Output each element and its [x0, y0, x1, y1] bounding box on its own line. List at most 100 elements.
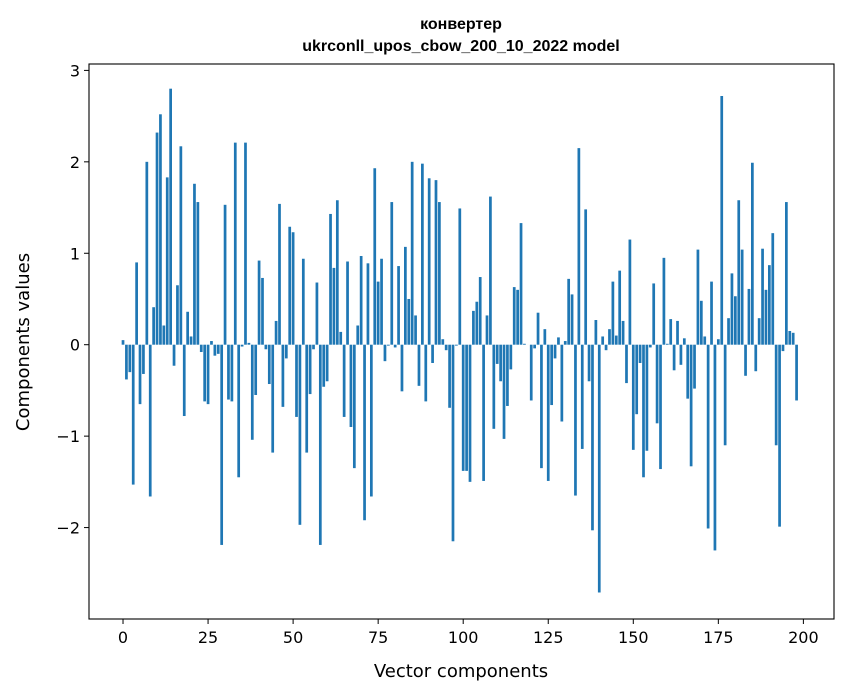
- bar: [686, 344, 690, 399]
- bar: [257, 260, 261, 345]
- bar: [693, 344, 696, 389]
- bar: [206, 344, 210, 405]
- bar: [404, 246, 407, 345]
- bar: [560, 344, 564, 422]
- bar: [438, 202, 441, 345]
- bar: [254, 344, 258, 395]
- bar: [785, 202, 788, 345]
- bar: [298, 344, 302, 525]
- bar: [703, 336, 707, 345]
- bar: [159, 114, 162, 345]
- bar: [155, 132, 159, 345]
- x-axis-ticks: 0 25 50 75 100 125 150 175 200: [118, 619, 819, 647]
- y-axis-label: Components values: [13, 253, 34, 431]
- bar: [393, 344, 397, 348]
- bar: [563, 341, 567, 345]
- bar: [747, 288, 751, 345]
- bar: [182, 344, 186, 417]
- bar: [733, 296, 737, 345]
- bar: [665, 343, 669, 345]
- bar: [625, 344, 628, 384]
- bar: [519, 223, 523, 345]
- bar: [754, 344, 758, 372]
- bar: [244, 142, 247, 345]
- bar: [165, 177, 169, 345]
- bar: [284, 344, 288, 359]
- bar: [774, 344, 778, 446]
- bar: [295, 344, 298, 417]
- bar: [189, 336, 193, 345]
- bar: [373, 168, 377, 345]
- bar: [352, 344, 356, 469]
- bar: [131, 344, 135, 485]
- x-tick-label: 200: [788, 628, 819, 647]
- y-tick-label: 1: [70, 244, 80, 263]
- bar: [676, 320, 679, 345]
- x-tick-label: 175: [703, 628, 734, 647]
- bar: [577, 148, 581, 345]
- plot-frame: [88, 63, 835, 620]
- bar: [176, 285, 179, 345]
- bar: [740, 249, 744, 345]
- bar: [346, 261, 349, 345]
- bar: [710, 281, 713, 345]
- bar: [723, 344, 727, 446]
- bar: [288, 226, 292, 345]
- bar: [472, 310, 475, 345]
- bar: [247, 342, 251, 345]
- bar: [621, 320, 625, 345]
- bar: [434, 180, 438, 345]
- bar: [659, 344, 662, 470]
- bar: [417, 344, 421, 386]
- y-tick-label: −2: [56, 519, 80, 538]
- bar: [271, 344, 275, 453]
- bar: [618, 270, 622, 345]
- bar: [509, 344, 513, 370]
- bar: [315, 282, 319, 345]
- bar: [689, 344, 693, 467]
- bar: [267, 344, 271, 385]
- bar: [737, 200, 741, 345]
- bar: [764, 289, 768, 345]
- bar: [502, 344, 506, 439]
- bar: [499, 344, 502, 382]
- bar: [594, 320, 598, 345]
- bar: [424, 344, 428, 402]
- bar: [495, 344, 499, 364]
- bar: [529, 344, 533, 401]
- bar: [512, 287, 516, 345]
- x-tick-label: 150: [618, 628, 649, 647]
- bar: [444, 344, 448, 351]
- x-tick-label: 50: [283, 628, 303, 647]
- bar: [125, 344, 128, 380]
- bar: [553, 344, 557, 359]
- y-tick-label: 2: [70, 153, 80, 172]
- bar: [587, 344, 591, 382]
- bar: [441, 339, 445, 345]
- chart-title: конвертер: [420, 16, 502, 33]
- bar: [397, 266, 400, 345]
- bar: [580, 344, 584, 449]
- bar: [359, 256, 363, 345]
- bar: [199, 344, 203, 353]
- bar: [278, 203, 281, 345]
- bar: [662, 257, 666, 345]
- x-tick-label: 75: [368, 628, 388, 647]
- bar: [631, 344, 635, 450]
- bar: [380, 258, 383, 345]
- bar: [318, 344, 322, 545]
- bar: [533, 344, 536, 349]
- bar: [614, 335, 618, 345]
- bar: [216, 344, 220, 354]
- bar: [672, 344, 676, 371]
- bar: [604, 344, 608, 351]
- bar: [468, 344, 472, 482]
- x-tick-label: 125: [533, 628, 564, 647]
- bar: [223, 204, 227, 345]
- bar: [142, 344, 145, 374]
- bar: [213, 344, 217, 356]
- bar: [135, 262, 138, 345]
- bar: [448, 344, 451, 408]
- bar: [485, 315, 489, 345]
